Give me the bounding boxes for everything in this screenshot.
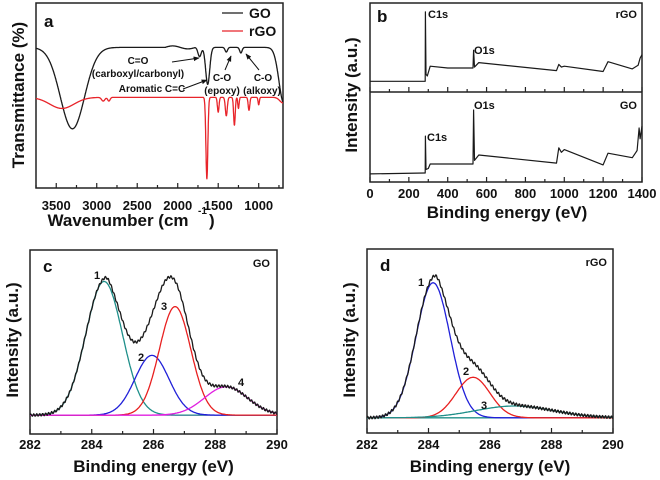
- x-tick-label: 3000: [82, 198, 111, 213]
- x-axis-title: Binding energy (eV): [427, 203, 588, 222]
- y-axis-title: Intensity (a.u.): [3, 282, 22, 397]
- annotation-arrow: [245, 53, 260, 71]
- panel-c-frame: [29, 249, 278, 435]
- series-rgo-survey-line: [370, 11, 643, 82]
- annotation-label: (epoxy): [204, 86, 240, 97]
- annotation-label: C=O: [128, 56, 149, 67]
- y-axis-title: Intensity (a.u.): [342, 37, 361, 152]
- sample-label-go: GO: [620, 100, 638, 112]
- x-tick-label: 290: [266, 437, 288, 452]
- panel-letter: c: [43, 257, 52, 276]
- y-axis-title: Transmittance (%): [9, 22, 28, 168]
- x-tick-label: 2000: [163, 198, 192, 213]
- panel-letter: b: [377, 7, 387, 26]
- x-axis-title: Binding energy (eV): [73, 457, 234, 476]
- x-tick-label: 1200: [589, 186, 618, 201]
- envelope-curve: [29, 275, 278, 417]
- annotation-label: Aromatic C=C: [119, 84, 185, 95]
- component-1-label: 1: [418, 277, 424, 289]
- x-axis-title-close: ): [209, 211, 215, 230]
- x-tick-label: 1000: [244, 198, 273, 213]
- component-1-label: 1: [94, 270, 100, 282]
- annotation-label: C-O: [213, 73, 232, 84]
- legend-label-rgo: rGO: [249, 23, 276, 39]
- x-tick-label: 282: [356, 437, 378, 452]
- x-tick-label: 1500: [204, 198, 233, 213]
- x-tick-label: 284: [418, 437, 440, 452]
- annotation-arrow: [182, 79, 208, 90]
- peak-label-o1s: O1s: [474, 45, 495, 57]
- annotation-arrow: [171, 56, 200, 63]
- component-3-curve: [366, 405, 614, 419]
- x-axis-title: Binding energy (eV): [410, 457, 571, 476]
- x-tick-label: 286: [479, 437, 501, 452]
- peak-label-c1s: C1s: [428, 9, 448, 21]
- x-tick-label: 400: [437, 186, 459, 201]
- series-rgo-line: [35, 96, 284, 180]
- annotation-label: (alkoxy): [243, 86, 281, 97]
- annotation-label: (carboxyl/carbonyl): [92, 69, 184, 80]
- x-tick-label: 3500: [42, 198, 71, 213]
- peak-label-o1s: O1s: [474, 100, 495, 112]
- component-3-label: 3: [161, 301, 167, 313]
- annotation-label: C-O: [254, 73, 273, 84]
- x-tick-label: 286: [143, 437, 165, 452]
- component-2-label: 2: [463, 366, 469, 378]
- legend-label-go: GO: [249, 5, 271, 21]
- x-tick-label: 284: [81, 437, 103, 452]
- x-axis-title: Wavenumber (cm: [47, 211, 188, 230]
- x-tick-label: 282: [19, 437, 41, 452]
- component-1-curve: [366, 282, 614, 419]
- annotation-arrow: [224, 55, 232, 71]
- sample-label: rGO: [586, 257, 608, 269]
- sample-label: GO: [253, 258, 271, 270]
- panel-letter: d: [380, 256, 390, 275]
- envelope-curve: [366, 274, 614, 420]
- x-tick-label: 600: [476, 186, 498, 201]
- x-tick-label: 290: [602, 437, 624, 452]
- x-tick-label: 2500: [123, 198, 152, 213]
- component-2-label: 2: [138, 352, 144, 364]
- peak-label-c1s: C1s: [427, 132, 447, 144]
- x-tick-label: 200: [398, 186, 420, 201]
- x-tick-label: 288: [204, 437, 226, 452]
- panel-a-frame: [35, 2, 284, 189]
- x-axis-title-superscript: -1: [198, 206, 207, 217]
- y-axis-title: Intensity (a.u.): [340, 282, 359, 397]
- series-go-line: [35, 45, 284, 130]
- x-tick-label: 1400: [628, 186, 657, 201]
- component-1-curve: [29, 280, 278, 416]
- series-go-survey-line: [369, 109, 643, 175]
- panel-d-frame: [366, 248, 614, 434]
- x-tick-label: 800: [515, 186, 537, 201]
- component-4-label: 4: [238, 377, 245, 389]
- x-tick-label: 1000: [550, 186, 579, 201]
- panel-letter: a: [44, 12, 54, 31]
- x-tick-label: 0: [366, 186, 373, 201]
- x-tick-label: 288: [541, 437, 563, 452]
- sample-label-rgo: rGO: [616, 9, 638, 21]
- component-3-label: 3: [481, 400, 487, 412]
